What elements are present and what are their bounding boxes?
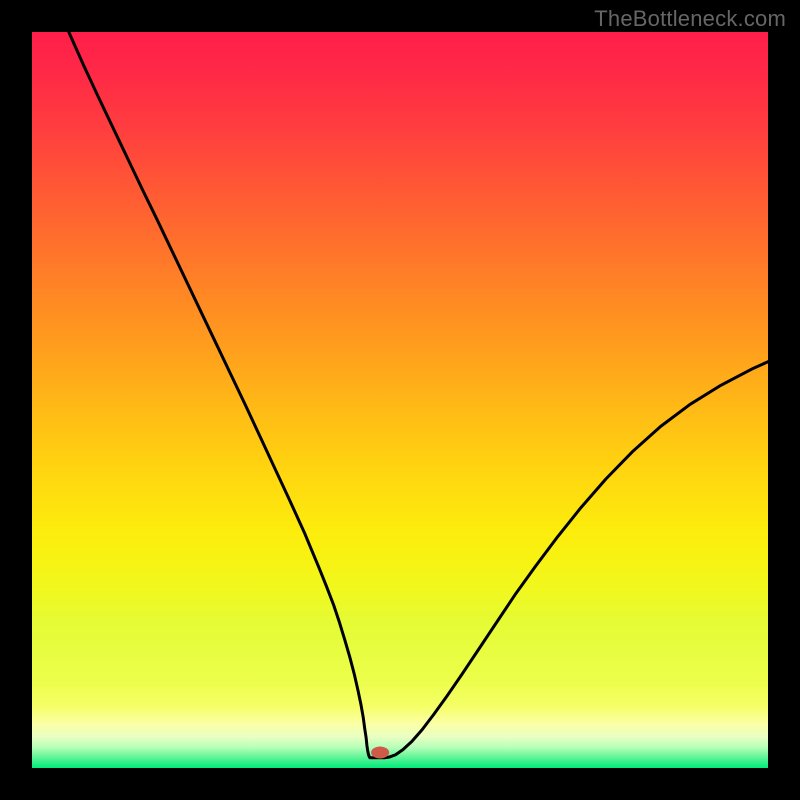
plot-area (32, 32, 768, 768)
watermark-text: TheBottleneck.com (594, 6, 786, 32)
plot-svg (32, 32, 768, 768)
gradient-background (32, 32, 768, 768)
chart-frame: TheBottleneck.com (0, 0, 800, 800)
minimum-marker (371, 747, 389, 759)
